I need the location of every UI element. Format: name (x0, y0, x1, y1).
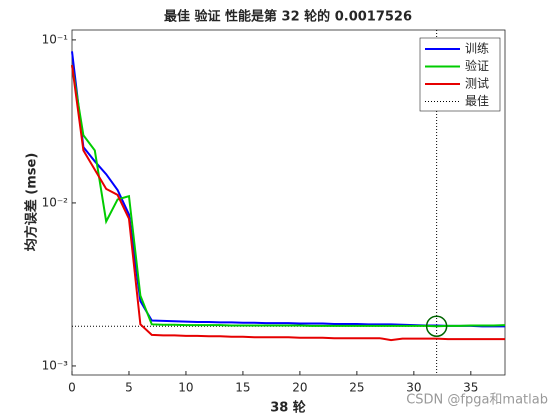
x-axis-label: 38 轮 (270, 400, 306, 416)
best-marker (425, 315, 448, 337)
x-tick-label: 35 (463, 381, 478, 395)
legend-label: 最佳 (465, 94, 489, 108)
series-line (71, 65, 505, 342)
chart-title: 最佳 验证 性能是第 32 轮的 0.0017526 (164, 9, 412, 25)
x-tick-label: 15 (235, 381, 250, 395)
legend-label: 训练 (465, 41, 489, 56)
y-axis-label: 均方误差 (mse) (24, 153, 40, 252)
x-tick-label: 20 (292, 381, 307, 395)
y-tick-label: 10⁻³ (42, 358, 69, 372)
x-tick-label: 25 (349, 381, 364, 395)
x-tick-label: 10 (178, 381, 193, 395)
x-tick-label: 0 (68, 381, 76, 395)
legend-box (419, 37, 501, 112)
y-tick-label: 10⁻² (42, 195, 69, 209)
x-tick-label: 30 (406, 381, 421, 395)
watermark: CSDN @fpga和matlab (406, 393, 548, 408)
legend-label: 测试 (465, 76, 489, 91)
legend-label: 验证 (465, 58, 489, 73)
series-line (71, 64, 506, 328)
x-tick-label: 5 (125, 381, 133, 395)
y-tick-label: 10⁻¹ (42, 32, 69, 46)
